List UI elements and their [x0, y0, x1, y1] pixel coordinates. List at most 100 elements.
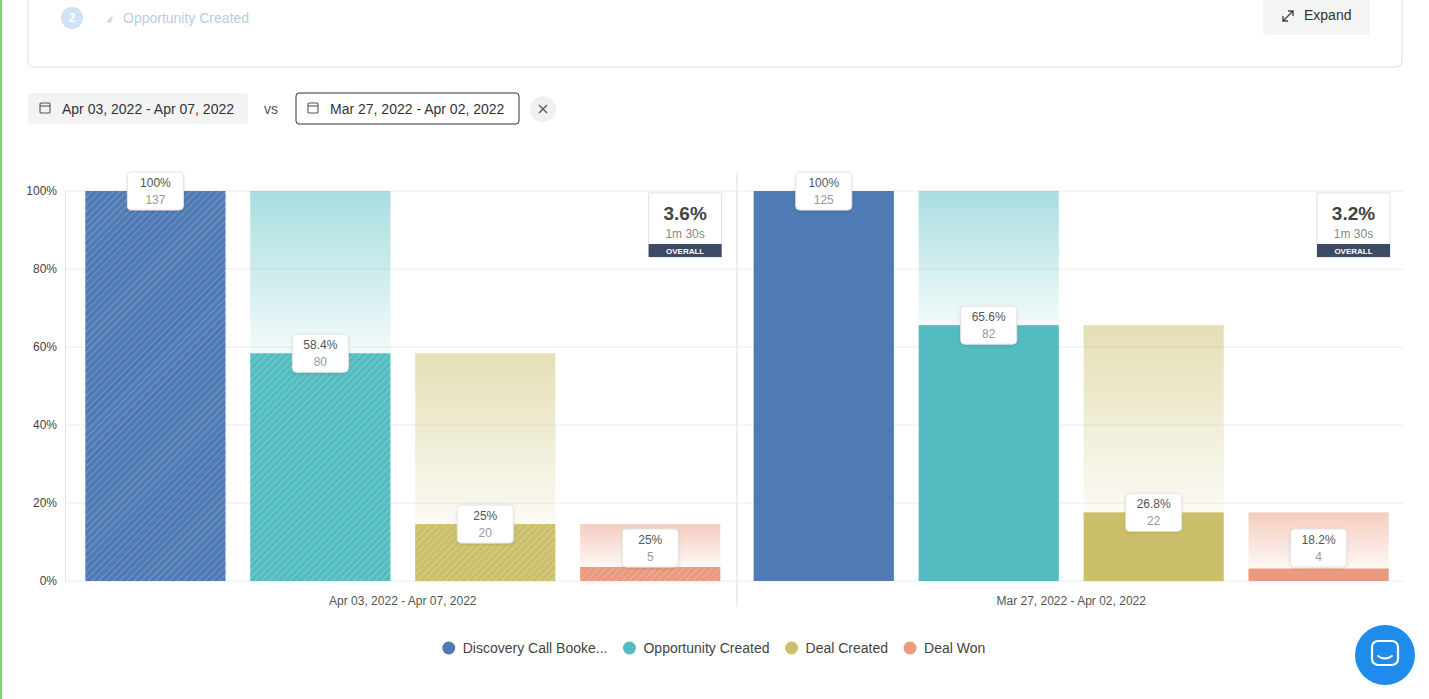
- bar-label: 100% 125: [796, 172, 852, 210]
- rate-label: 25%: [473, 509, 497, 523]
- overall-caption: OVERALL: [666, 247, 704, 256]
- bar-label: 18.2%4: [1291, 529, 1347, 567]
- count-label: 80: [314, 355, 328, 369]
- bar-label: 26.8%22: [1126, 493, 1182, 531]
- x-tick-label: Apr 03, 2022 - Apr 07, 2022: [329, 594, 477, 608]
- y-axis: 0% 20% 40% 60% 80% 100%: [26, 184, 65, 588]
- ghost-bar: [580, 524, 720, 567]
- date-picker-current[interactable]: Apr 03, 2022 - Apr 07, 2022: [28, 93, 248, 124]
- legend-label[interactable]: Opportunity Created: [643, 640, 769, 656]
- clear-icon[interactable]: [539, 105, 547, 113]
- y-tick: 40%: [33, 418, 65, 432]
- calendar-icon[interactable]: [308, 103, 318, 113]
- picker-bg[interactable]: [28, 93, 248, 124]
- expand-bg[interactable]: [1263, 0, 1370, 35]
- legend-item[interactable]: Opportunity Created: [623, 640, 770, 656]
- overall-value: 3.2%: [1332, 203, 1375, 224]
- x-tick-label: Mar 27, 2022 - Apr 02, 2022: [996, 594, 1146, 608]
- bar-label-box: [292, 334, 348, 372]
- bar: [415, 524, 555, 581]
- overall-time: 1m 30s: [1334, 227, 1373, 241]
- ghost-bar: [250, 191, 390, 353]
- legend-swatch[interactable]: [442, 642, 455, 655]
- count-label: 20: [479, 526, 493, 540]
- bar-label: 25%5: [622, 529, 678, 567]
- y-tick-label: 60%: [33, 340, 57, 354]
- overall-frame: [1317, 193, 1390, 257]
- x-axis: Apr 03, 2022 - Apr 07, 2022 Mar 27, 2022 …: [329, 590, 1146, 608]
- y-tick: 20%: [33, 496, 65, 510]
- y-tick: 0%: [40, 574, 65, 588]
- page: 2 Opportunity Created Expand Apr 03, 2022 -…: [0, 0, 1429, 699]
- expand-label[interactable]: Expand: [1304, 7, 1351, 23]
- count-label: 137: [145, 193, 165, 207]
- step-badge: [61, 7, 83, 29]
- legend-item[interactable]: Deal Created: [785, 640, 888, 656]
- step-title: Opportunity Created: [123, 10, 249, 26]
- compare-word: vs: [264, 101, 278, 117]
- bar: [85, 191, 225, 581]
- overall-value: 3.6%: [663, 203, 706, 224]
- legend-swatch[interactable]: [785, 642, 798, 655]
- y-tick-label: 0%: [40, 574, 58, 588]
- count-label: 125: [814, 193, 834, 207]
- overall-box: 3.2%1m 30sOVERALL: [1317, 193, 1390, 257]
- rate-label: 26.8%: [1137, 497, 1171, 511]
- legend-label[interactable]: Deal Created: [806, 640, 889, 656]
- y-tick: 60%: [33, 340, 65, 354]
- legend-label[interactable]: Deal Won: [924, 640, 985, 656]
- count-label: 82: [982, 327, 996, 341]
- bar-label-box: [1126, 493, 1182, 531]
- clear-bg[interactable]: [530, 96, 556, 122]
- picker-text[interactable]: Mar 27, 2022 - Apr 02, 2022: [330, 101, 505, 117]
- rate-label: 25%: [638, 533, 662, 547]
- bar-label-box: [457, 505, 513, 543]
- calendar-icon[interactable]: [40, 103, 50, 113]
- bar-label-box: [961, 306, 1017, 344]
- expand-button[interactable]: Expand: [1263, 0, 1370, 35]
- y-tick-label: 100%: [26, 184, 57, 198]
- bar: [919, 325, 1059, 581]
- bar-label: 25%20: [457, 505, 513, 543]
- clear-compare[interactable]: [530, 96, 556, 122]
- legend-swatch[interactable]: [904, 642, 917, 655]
- ghost-bar: [1248, 512, 1388, 568]
- count-label: 5: [647, 550, 654, 564]
- ghost-bar: [1084, 325, 1224, 512]
- overall-band: [1317, 244, 1390, 257]
- bar: [1084, 512, 1224, 581]
- rate-label: 65.6%: [972, 310, 1006, 324]
- expand-icon[interactable]: [1283, 11, 1293, 21]
- legend: Discovery Call Booke... Opportunity Creat…: [442, 640, 985, 656]
- y-tick: 80%: [33, 262, 65, 276]
- legend-item[interactable]: Deal Won: [904, 640, 986, 656]
- chat-bg[interactable]: [1355, 625, 1415, 685]
- calendar-icon-bar[interactable]: [308, 105, 318, 106]
- grid: [65, 191, 1403, 581]
- bar-label-box: [127, 172, 183, 210]
- legend-label[interactable]: Discovery Call Booke...: [463, 640, 608, 656]
- chat-launcher[interactable]: [1355, 625, 1415, 685]
- calendar-icon-bar[interactable]: [40, 105, 50, 106]
- rate-label: 100%: [140, 176, 171, 190]
- edge-accent: [0, 0, 2, 699]
- legend-swatch[interactable]: [623, 642, 636, 655]
- chat-icon[interactable]: [1372, 641, 1398, 665]
- x-tick: Apr 03, 2022 - Apr 07, 2022: [329, 590, 477, 608]
- picker-bg[interactable]: [296, 93, 519, 124]
- overall-frame: [649, 193, 722, 257]
- rate-label: 100%: [808, 176, 839, 190]
- rate-label: 58.4%: [303, 338, 337, 352]
- count-label: 4: [1315, 550, 1322, 564]
- picker-text[interactable]: Apr 03, 2022 - Apr 07, 2022: [62, 101, 234, 117]
- bar-label-box: [622, 529, 678, 567]
- bar-label: 58.4% 80: [292, 334, 348, 372]
- chat-icon-smile[interactable]: [1378, 656, 1392, 659]
- overall-band: [649, 244, 722, 257]
- legend-item[interactable]: Discovery Call Booke...: [442, 640, 607, 656]
- step-number: 2: [69, 11, 76, 25]
- date-picker-previous[interactable]: Mar 27, 2022 - Apr 02, 2022: [296, 93, 519, 124]
- y-axis-line: [65, 192, 66, 582]
- overall-box: 3.6%1m 30sOVERALL: [649, 193, 722, 257]
- data-labels: 100%13758.4%8025%2025%5100%12565.6%8226.…: [127, 172, 1346, 567]
